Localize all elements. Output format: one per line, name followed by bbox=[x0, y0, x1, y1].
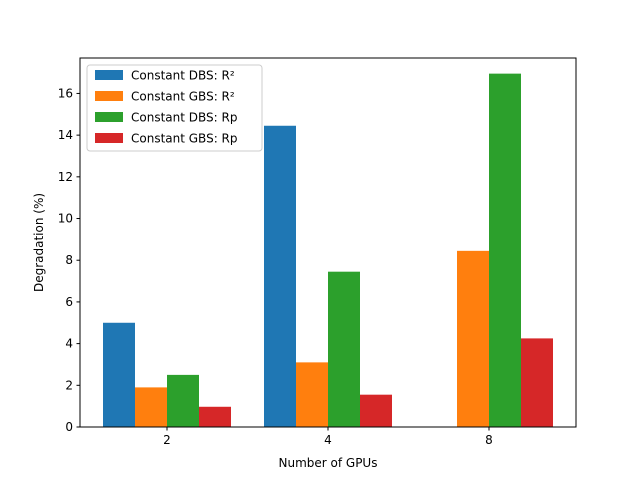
legend: Constant DBS: R² Constant GBS: R² Constant… bbox=[86, 64, 263, 152]
y-tick-label: 10 bbox=[58, 212, 73, 226]
bar-2-2 bbox=[135, 387, 167, 427]
legend-swatch bbox=[95, 112, 123, 122]
bar-4-2 bbox=[199, 406, 231, 427]
bar-3-4 bbox=[328, 271, 360, 427]
bar-4-4 bbox=[360, 394, 392, 427]
x-tick-label: 8 bbox=[485, 433, 493, 447]
bar-1-2 bbox=[103, 322, 135, 427]
legend-swatch bbox=[95, 133, 123, 143]
y-tick-label: 16 bbox=[58, 86, 73, 100]
y-tick-label: 2 bbox=[65, 378, 73, 392]
legend-swatch bbox=[95, 91, 123, 101]
bar-3-2 bbox=[167, 374, 199, 427]
bar-4-8 bbox=[521, 338, 553, 427]
legend-box bbox=[86, 64, 263, 152]
plot-frame bbox=[79, 57, 577, 428]
x-ticks-group: 2 4 8 bbox=[163, 427, 493, 447]
bar-2-4 bbox=[296, 362, 328, 427]
x-axis-label: Number of GPUs bbox=[279, 456, 378, 470]
y-axis-label: Degradation (%) bbox=[32, 193, 46, 292]
legend-label: Constant DBS: Rp bbox=[131, 111, 237, 125]
y-tick-label: 6 bbox=[65, 295, 73, 309]
x-tick-label: 4 bbox=[324, 433, 332, 447]
legend-label: Constant GBS: R² bbox=[131, 90, 235, 104]
legend-label: Constant DBS: R² bbox=[131, 69, 235, 83]
legend-swatch bbox=[95, 70, 123, 80]
y-tick-label: 4 bbox=[65, 337, 73, 351]
bar-1-4 bbox=[264, 125, 296, 427]
y-tick-label: 12 bbox=[58, 170, 73, 184]
bar-2-8 bbox=[457, 250, 489, 427]
bar-3-8 bbox=[489, 73, 521, 427]
y-tick-label: 14 bbox=[58, 128, 73, 142]
bars-group bbox=[103, 73, 553, 427]
y-tick-label: 0 bbox=[65, 420, 73, 434]
legend-label: Constant GBS: Rp bbox=[131, 132, 238, 146]
y-ticks-group: 0 2 4 6 8 10 12 14 16 bbox=[58, 86, 80, 434]
x-tick-label: 2 bbox=[163, 433, 171, 447]
y-tick-label: 8 bbox=[65, 253, 73, 267]
